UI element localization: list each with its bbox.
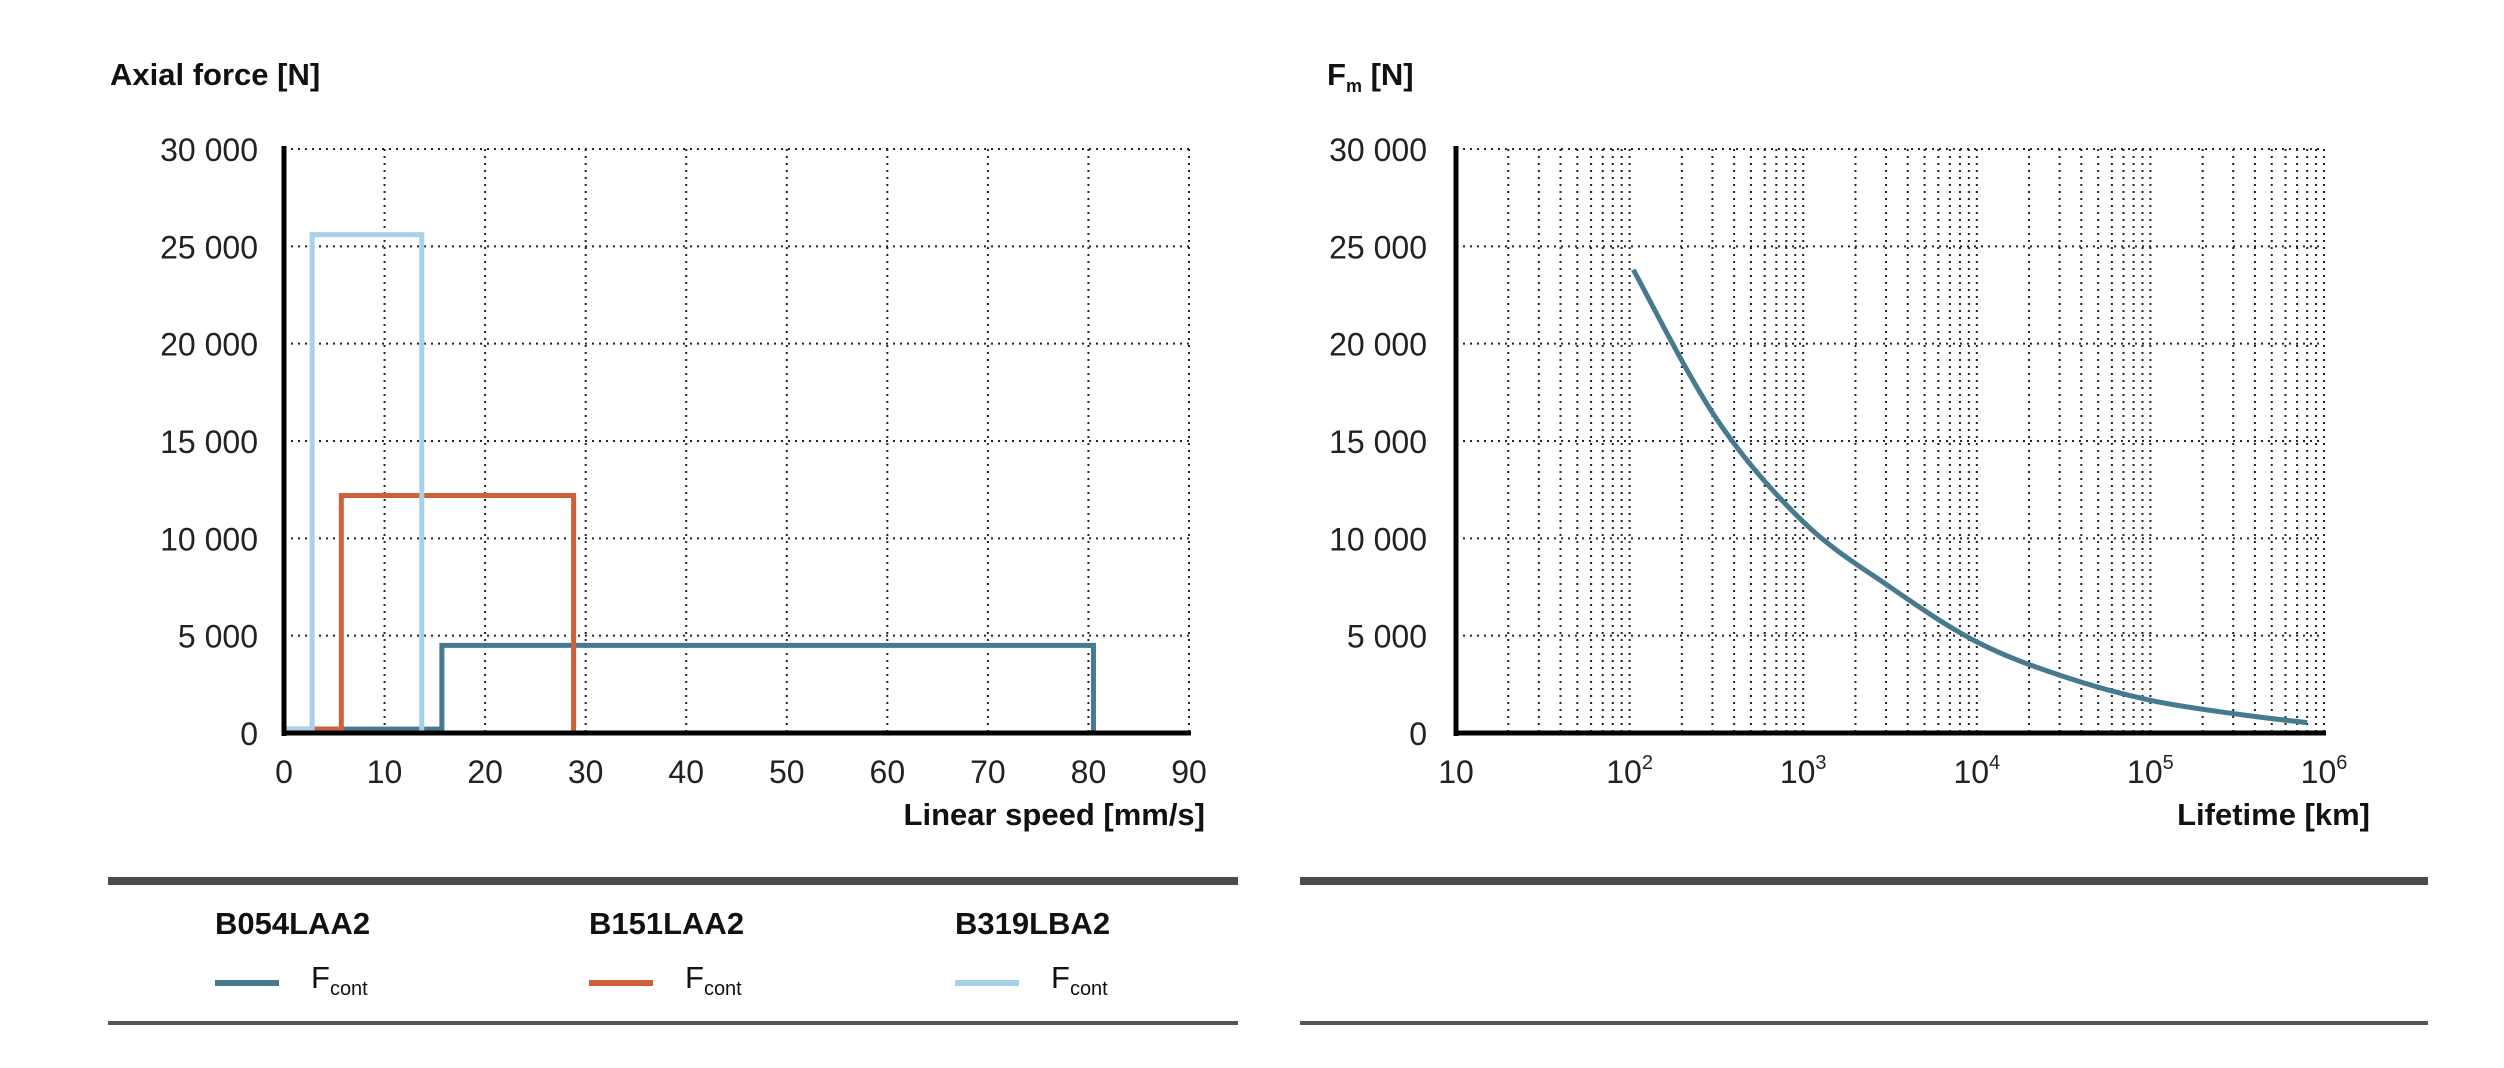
legend-group-title: B151LAA2 [589,906,745,941]
y-tick-label: 25 000 [1329,229,1427,265]
legend-label-main: F [1051,960,1070,995]
series-curve [1631,268,2308,726]
y-tick-label: 30 000 [160,132,258,168]
x-tick-label: 20 [467,754,503,790]
left-x-axis-title: Linear speed [mm/s] [903,797,1205,832]
right-y-title-main: F [1327,57,1346,92]
y-tick-label: 30 000 [1329,132,1427,168]
legend-label-sub: cont [1069,978,1108,1001]
series-line [284,232,425,733]
legend-label: Fcont [311,960,368,1001]
y-tick-label: 0 [240,716,258,752]
legend-label-sub: cont [703,978,742,1001]
x-tick-label: 80 [1071,754,1107,790]
legend-label: Fcont [1051,960,1108,1001]
y-tick-label: 15 000 [160,424,258,460]
legend-swatch [589,980,653,986]
series-line [284,642,1096,733]
y-tick-label: 20 000 [160,327,258,363]
x-tick-label: 10 [1438,754,1474,790]
left-y-axis-title: Axial force [N] [110,57,321,92]
right-y-axis-title: Fm [N] [1327,57,1414,97]
legend-label: Fcont [685,960,742,1001]
legend-top-divider [108,877,1238,885]
x-tick-label: 105 [2127,752,2174,790]
x-tick-label: 0 [275,754,293,790]
y-tick-label: 20 000 [1329,327,1427,363]
axes [281,146,2326,736]
y-tick-label: 10 000 [160,521,258,557]
y-tick-label: 0 [1409,716,1427,752]
y-tick-label: 5 000 [178,619,258,655]
legend-group-title: B054LAA2 [215,906,371,941]
right-top-divider [1300,877,2428,885]
right-y-title-sub: m [1345,76,1362,97]
x-tick-label: 90 [1171,754,1207,790]
legend-bottom-divider [108,1021,1238,1025]
x-tick-label: 106 [2301,752,2348,790]
y-tick-label: 5 000 [1347,619,1427,655]
series-line [284,493,577,733]
legend-label-main: F [685,960,704,995]
legend-swatch [215,980,279,986]
legend-swatch [955,980,1019,986]
x-tick-label: 70 [970,754,1006,790]
y-tick-label: 15 000 [1329,424,1427,460]
legend-group-title: B319LBA2 [955,906,1111,941]
y-tick-label: 10 000 [1329,521,1427,557]
x-tick-label: 103 [1780,752,1827,790]
left-series [284,232,1096,733]
x-tick-label: 102 [1606,752,1653,790]
legend-label-main: F [311,960,330,995]
right-x-axis-title: Lifetime [km] [2177,797,2370,832]
x-tick-label: 10 [367,754,403,790]
x-tick-label: 50 [769,754,805,790]
x-tick-label: 60 [870,754,906,790]
right-y-title-unit: [N] [1370,57,1414,92]
x-tick-label: 104 [1953,752,2000,790]
x-tick-label: 30 [568,754,604,790]
x-tick-label: 40 [668,754,704,790]
legend-label-sub: cont [329,978,368,1001]
y-tick-label: 25 000 [160,229,258,265]
right-grid [1456,148,2325,733]
right-bottom-divider [1300,1021,2428,1025]
right-series [1631,268,2308,726]
